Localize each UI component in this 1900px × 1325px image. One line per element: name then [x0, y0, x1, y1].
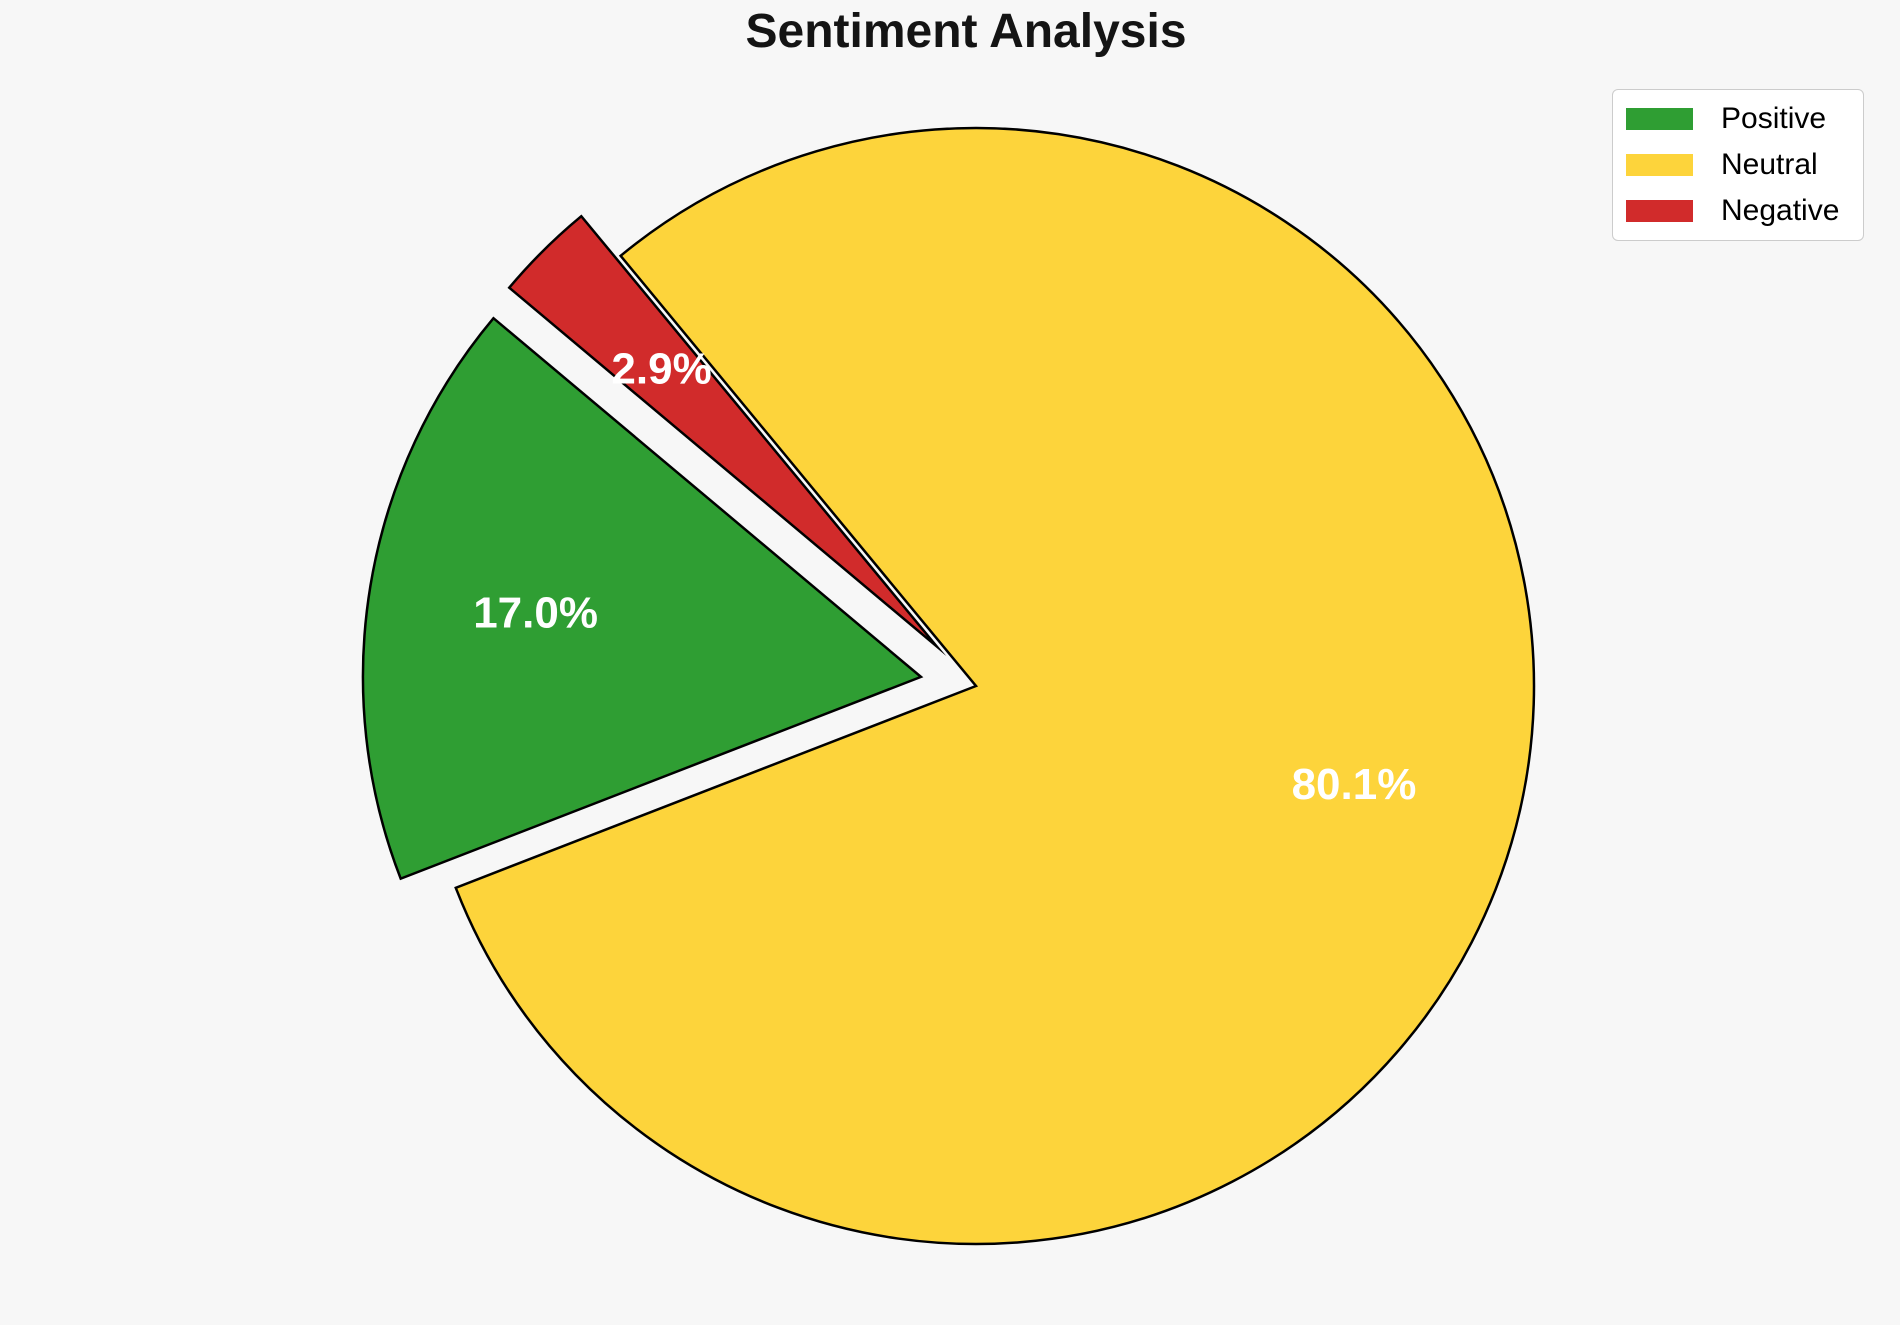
pie-slice-positive — [361, 316, 924, 881]
legend-item-positive: Positive — [1613, 102, 1863, 136]
legend-item-neutral: Neutral — [1613, 148, 1863, 182]
legend-label-neutral: Neutral — [1721, 148, 1818, 181]
pie-pct-label-negative: 2.9% — [611, 345, 711, 394]
chart-title: Sentiment Analysis — [745, 5, 1187, 58]
legend-label-negative: Negative — [1721, 194, 1840, 227]
legend-swatch-negative — [1626, 200, 1693, 222]
legend-item-negative: Negative — [1613, 194, 1863, 228]
legend: Positive Neutral Negative — [1612, 89, 1864, 241]
pie-pct-label-neutral: 80.1% — [1292, 760, 1417, 809]
legend-label-positive: Positive — [1721, 102, 1827, 135]
pie-pct-label-positive: 17.0% — [473, 589, 598, 638]
legend-swatch-neutral — [1626, 154, 1693, 176]
pie-slice-neutral — [454, 126, 1536, 1246]
legend-swatch-positive — [1626, 108, 1693, 130]
pie-slice-negative — [507, 214, 947, 657]
